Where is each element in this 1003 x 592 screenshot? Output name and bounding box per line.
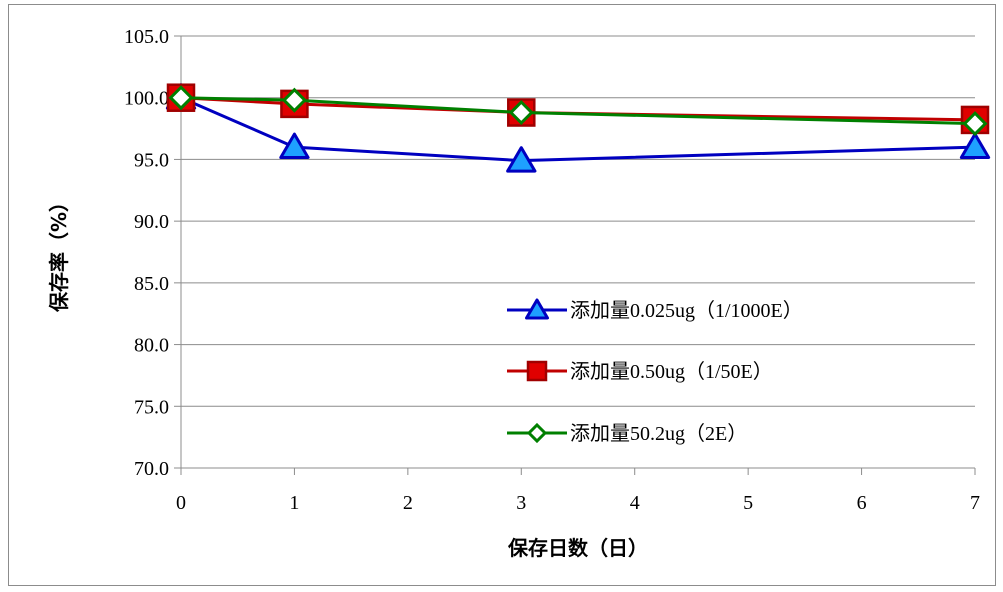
x-axis-title: 保存日数（日） <box>507 536 648 560</box>
legend-label: 添加量0.025ug（1/1000E） <box>570 299 803 322</box>
legend-label: 添加量50.2ug（2E） <box>570 422 747 445</box>
y-tick-label: 85.0 <box>134 273 169 295</box>
legend-item-2: 添加量0.50ug（1/50E） <box>507 360 773 383</box>
legend-swatch-marker <box>526 422 548 444</box>
series-3 <box>168 85 988 137</box>
series-1 <box>165 83 991 173</box>
legend-label: 添加量0.50ug（1/50E） <box>570 360 773 383</box>
series-3-point <box>281 87 307 113</box>
y-axis-title: 保存率（%） <box>47 192 71 313</box>
y-tick-label: 70.0 <box>134 458 169 480</box>
series-3-point <box>962 111 988 137</box>
series-1-line <box>180 96 976 163</box>
series-1-point <box>959 132 991 159</box>
y-tick-label: 80.0 <box>134 335 169 357</box>
y-tick-label: 95.0 <box>134 149 169 171</box>
y-tick-label: 105.0 <box>124 26 169 48</box>
series-2-line <box>180 96 976 122</box>
legend-item-3: 添加量50.2ug（2E） <box>507 422 747 445</box>
x-tick-label: 4 <box>630 492 640 514</box>
series-3-line <box>180 96 976 126</box>
x-tick-label: 2 <box>403 492 413 514</box>
series-layer <box>165 83 991 173</box>
x-tick-label: 6 <box>857 492 867 514</box>
chart-frame: 70.0 75.0 80.0 85.0 90.0 95.0 100.0 105.0 0 1 2 3 4 5… <box>8 4 996 586</box>
series-1-point <box>279 132 310 159</box>
y-tick-label: 90.0 <box>134 211 169 233</box>
line-chart: 70.0 75.0 80.0 85.0 90.0 95.0 100.0 105.0 0 1 2 3 4 5… <box>47 26 991 560</box>
series-3-point <box>508 100 534 126</box>
legend-swatch-marker <box>526 360 548 382</box>
x-tick-label: 1 <box>289 492 299 514</box>
legend-swatch-marker <box>525 298 549 320</box>
series-3-point <box>168 85 194 111</box>
x-tick-label: 3 <box>516 492 526 514</box>
legend-item-1: 添加量0.025ug（1/1000E） <box>507 298 803 322</box>
x-tick-label: 0 <box>176 492 186 514</box>
legend: 添加量0.025ug（1/1000E） 添加量0.50ug（1/50E） 添加量50… <box>507 298 803 445</box>
x-tick-label: 7 <box>970 492 980 514</box>
axes: 70.0 75.0 80.0 85.0 90.0 95.0 100.0 105.0 0 1 2 3 4 5… <box>124 26 980 514</box>
y-tick-label: 75.0 <box>134 396 169 418</box>
y-tick-label: 100.0 <box>124 88 169 110</box>
series-1-point <box>506 146 537 173</box>
x-tick-label: 5 <box>743 492 753 514</box>
